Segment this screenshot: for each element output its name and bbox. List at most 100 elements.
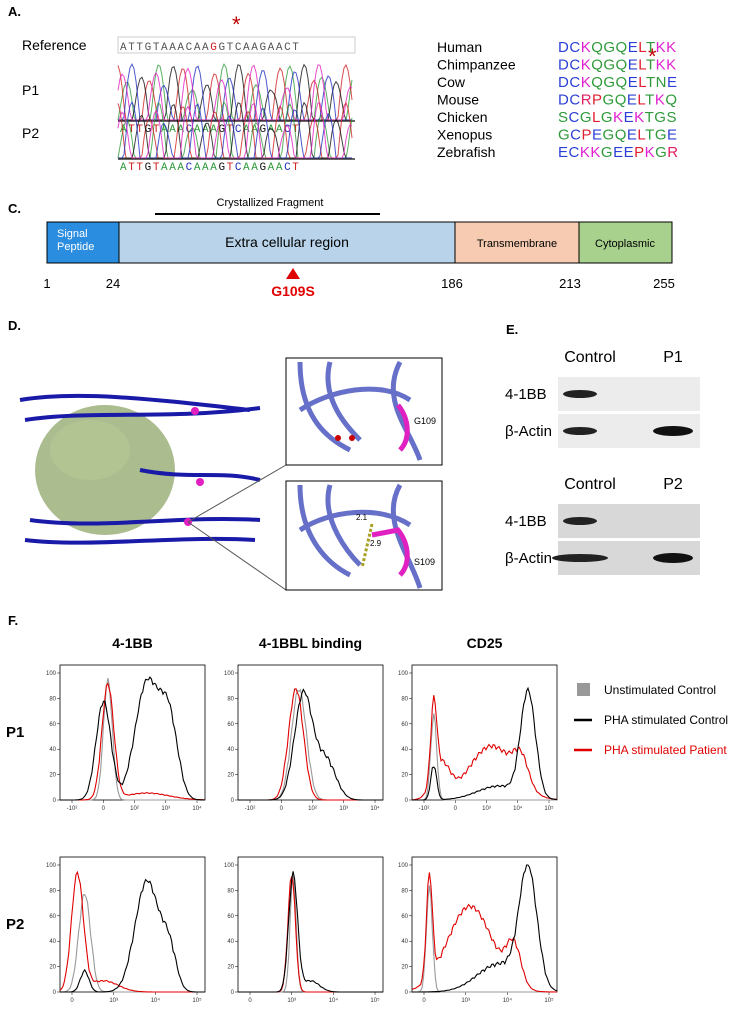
y-tick-label: 100 [46, 863, 57, 869]
zoom-line [187, 521, 287, 591]
histogram-curve [412, 713, 557, 801]
protein-structure [19, 393, 261, 545]
species-sequence: GCPEGQELTGE [558, 127, 678, 144]
y-tick-label: 60 [401, 722, 408, 728]
row-label: P2 [6, 916, 24, 933]
y-tick-label: 20 [401, 773, 408, 779]
x-tick-label: 0 [70, 998, 74, 1004]
legend-swatch [577, 683, 590, 696]
y-tick-label: 40 [49, 939, 56, 945]
sequence: ATTGTAAACAAAGTCAAGAACT [120, 162, 300, 174]
zoom-line [187, 464, 287, 523]
chromatogram-trace [118, 100, 352, 159]
lane-label: Control [564, 349, 616, 366]
domain-label: Signal Peptide [57, 228, 94, 253]
x-tick-label: 0 [422, 998, 426, 1004]
x-tick-label: 10³ [482, 806, 491, 812]
y-tick-label: 80 [49, 696, 56, 702]
panel-label: F. [8, 613, 18, 628]
y-tick-label: 100 [398, 863, 409, 869]
y-tick-label: 60 [401, 914, 408, 920]
species-name: Chicken [437, 109, 488, 125]
x-tick-label: 0 [280, 806, 284, 812]
histogram-frame [59, 856, 206, 993]
band [563, 517, 597, 525]
distance-label: 2.1 [356, 513, 368, 522]
x-tick-label: 10⁵ [192, 997, 202, 1004]
row-label: P1 [6, 724, 24, 741]
histogram-frame [237, 856, 384, 993]
histogram-curve [60, 676, 205, 801]
y-tick-label: 20 [227, 965, 234, 971]
species-sequence: DCRPGQELTKQ [558, 92, 678, 109]
y-tick-label: 0 [53, 990, 57, 996]
species-name: Human [437, 39, 482, 55]
panel-label: A. [8, 4, 21, 19]
position-label: 213 [559, 276, 581, 291]
position-label: 1 [43, 276, 50, 291]
band [552, 554, 608, 562]
blot-row-label: β-Actin [505, 550, 552, 567]
fragment-label: Crystallized Fragment [217, 197, 324, 209]
y-tick-label: 0 [53, 798, 57, 804]
domain [46, 221, 120, 264]
y-tick-label: 40 [49, 747, 56, 753]
backbone [297, 360, 423, 461]
histogram-curve [60, 682, 205, 801]
sequence: ATTGTAAACAAGGTCAAGAACT [120, 42, 300, 54]
domain-label: Extra cellular region [225, 234, 349, 250]
legend-label: PHA stimulated Control [604, 713, 728, 727]
domain [118, 221, 456, 264]
y-tick-label: 80 [401, 696, 408, 702]
domain-label: Cytoplasmic [595, 238, 655, 250]
y-tick-label: 20 [49, 773, 56, 779]
y-tick-label: 80 [49, 888, 56, 894]
row-label: P1 [22, 82, 39, 98]
domain-label: Transmembrane [477, 238, 557, 250]
chromatogram-trace [118, 101, 352, 159]
position-label: 186 [441, 276, 463, 291]
panel-label: E. [506, 322, 518, 337]
y-tick-label: 60 [49, 914, 56, 920]
x-tick-label: 10⁵ [544, 805, 554, 812]
histogram-curve [238, 876, 383, 993]
blot-row-label: β-Actin [505, 423, 552, 440]
band [653, 426, 693, 436]
column-title: CD25 [467, 635, 503, 651]
backbone [297, 483, 423, 589]
histogram-curve [238, 688, 383, 801]
sequence-box [117, 36, 356, 54]
x-tick-label: 10² [308, 806, 317, 812]
residue [395, 403, 410, 452]
y-tick-label: 40 [227, 747, 234, 753]
mutation-triangle [286, 268, 300, 279]
x-tick-label: 0 [102, 806, 106, 812]
column-title: 4-1BBL binding [259, 635, 362, 651]
y-tick-label: 40 [401, 939, 408, 945]
species-name: Cow [437, 74, 466, 90]
y-tick-label: 40 [401, 747, 408, 753]
species-sequence: DCKQGQELTNE [558, 74, 678, 91]
species-sequence: ECKKGEEPKGR [558, 144, 679, 161]
species-name: Chimpanzee [437, 57, 516, 73]
histogram-curve [412, 864, 558, 993]
y-tick-label: 0 [405, 990, 409, 996]
histogram-curve [59, 870, 205, 993]
x-tick-label: 10⁴ [370, 805, 380, 812]
h-bond [360, 523, 374, 569]
position-label: 24 [106, 276, 120, 291]
y-tick-label: 20 [401, 965, 408, 971]
mutation-label: G109S [271, 283, 315, 299]
mutation-marker: * [232, 12, 241, 37]
x-tick-label: 10⁴ [151, 997, 161, 1004]
y-tick-label: 80 [227, 888, 234, 894]
lane-label: Control [564, 476, 616, 493]
species-name: Zebrafish [437, 144, 495, 160]
y-tick-label: 80 [401, 888, 408, 894]
y-tick-label: 60 [227, 914, 234, 920]
species-name: Xenopus [437, 127, 492, 143]
histogram-curve [412, 686, 558, 801]
y-tick-label: 20 [49, 965, 56, 971]
x-tick-label: 10³ [161, 806, 170, 812]
histogram-curve [411, 695, 558, 801]
